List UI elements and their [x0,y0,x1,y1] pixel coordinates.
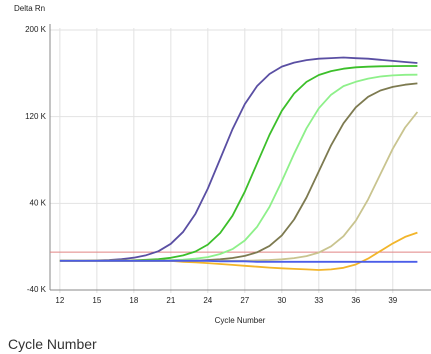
series-line [59,73,418,262]
x-tick-label: 24 [203,296,212,305]
x-tick-label: 18 [129,296,138,305]
x-tick-label: 12 [55,296,64,305]
x-tick-label: 15 [92,296,101,305]
x-tick-label: 27 [240,296,249,305]
series-line [59,56,418,262]
x-axis-label: Cycle Number [215,316,266,325]
y-tick-label: 40 K [30,198,47,207]
x-tick-label: 39 [388,296,397,305]
x-tick-label: 30 [277,296,286,305]
y-tick-label: 200 K [25,25,47,34]
chart: Delta Rn Cycle Number -40 K 40 K 120 K 200 … [14,4,431,325]
caption: Cycle Number [8,336,97,352]
series-line [59,82,418,262]
series-line [59,231,418,271]
x-tick-label: 36 [351,296,360,305]
x-tick-label: 33 [314,296,323,305]
series-line [59,65,418,262]
y-axis-label: Delta Rn [14,4,45,13]
series-line [59,111,419,262]
y-tick-label: 120 K [25,112,47,121]
series-line [59,259,418,263]
x-tick-label: 21 [166,296,175,305]
y-tick-label: -40 K [27,285,47,294]
